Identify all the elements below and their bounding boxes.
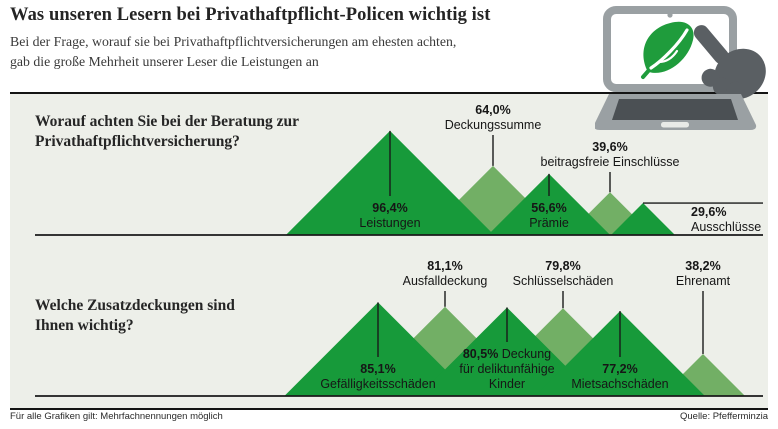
peak-label: 56,6% Prämie — [529, 201, 569, 230]
subtitle-line-1: Bei der Frage, worauf sie bei Privathaft… — [10, 34, 457, 49]
peak-label: 96,4% Leistungen — [359, 201, 420, 230]
chart2-question-line1: Welche Zusatzdeckungen sind — [35, 297, 235, 314]
chart-zusatzdeckungen: 85,1% Gefälligkeitsschäden 81,1% Ausfalldec… — [35, 259, 763, 397]
chart1-question: Worauf achten Sie bei der Beratung zur P… — [35, 112, 299, 152]
chart1-question-line2: Privathaftpflichtversicherung? — [35, 133, 240, 150]
chart2-question: Welche Zusatzdeckungen sind Ihnen wichti… — [35, 296, 235, 336]
source-label: Quelle: Pfefferminzia — [679, 411, 768, 422]
chart1-question-line1: Worauf achten Sie bei der Beratung zur — [35, 113, 300, 130]
mountain-dark — [611, 203, 675, 235]
chart2-question-line2: Ihnen wichtig? — [35, 317, 134, 334]
chart-beratung: 96,4% Leistungen 64,0% Deckungssumme 56,6% Pr… — [35, 103, 763, 236]
laptop-notch — [661, 122, 689, 128]
peak-label: 80,5% Deckung für deliktunfähige Kinder — [459, 347, 554, 391]
peak-label: 38,2% Ehrenamt — [676, 259, 731, 288]
webcam-dot — [667, 12, 673, 18]
peak-label: 85,1% Gefälligkeitsschäden — [320, 362, 435, 391]
laptop-icon — [593, 4, 775, 136]
leaf-icon — [641, 21, 694, 79]
page-title: Was unseren Lesern bei Privathaftpflicht… — [10, 5, 491, 25]
laptop-base — [593, 94, 757, 130]
peak-label: 29,6% Ausschlüsse — [691, 205, 761, 234]
footer-note: Für alle Grafiken gilt: Mehrfachnennunge… — [10, 411, 223, 422]
subtitle-line-2: gab die große Mehrheit unserer Leser die… — [10, 54, 319, 69]
peak-label: 79,8% Schlüsselschäden — [513, 259, 614, 288]
chart-panel: 96,4% Leistungen 64,0% Deckungssumme 56,6% Pr… — [10, 92, 768, 410]
peak-label: 77,2% Mietsachschäden — [571, 362, 668, 391]
peak-label: 39,6% beitragsfreie Einschlüsse — [541, 140, 680, 169]
peak-label: 81,1% Ausfalldeckung — [403, 259, 488, 288]
page-subtitle: Bei der Frage, worauf sie bei Privathaft… — [10, 32, 456, 72]
mountain-dark — [487, 173, 611, 235]
charts-svg: 96,4% Leistungen 64,0% Deckungssumme 56,6% Pr… — [35, 103, 763, 397]
mountain-dark — [418, 307, 596, 396]
peak-label: 64,0% Deckungssumme — [445, 103, 542, 132]
